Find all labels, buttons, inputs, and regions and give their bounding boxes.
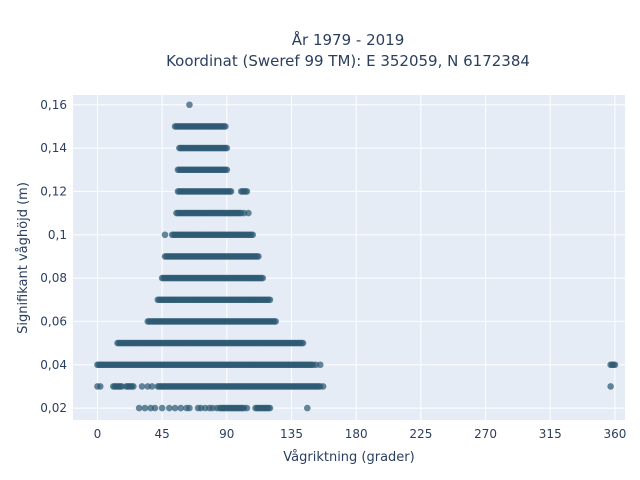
x-tick-label: 270 bbox=[474, 427, 497, 441]
data-point bbox=[166, 404, 173, 412]
x-tick-label: 45 bbox=[154, 427, 169, 441]
x-tick-label: 0 bbox=[94, 427, 102, 441]
data-point bbox=[222, 123, 229, 130]
plot-area bbox=[73, 95, 625, 420]
data-point bbox=[611, 361, 619, 369]
data-point bbox=[186, 404, 193, 412]
data-point bbox=[319, 383, 327, 390]
data-point bbox=[177, 404, 185, 412]
data-point bbox=[151, 404, 159, 412]
data-point bbox=[141, 404, 149, 412]
data-point bbox=[266, 404, 274, 412]
data-point bbox=[161, 231, 169, 239]
data-point bbox=[607, 383, 614, 390]
data-point bbox=[158, 404, 166, 412]
x-tick-label: 180 bbox=[345, 427, 368, 441]
data-point bbox=[223, 144, 231, 152]
data-point bbox=[135, 404, 143, 412]
data-point bbox=[299, 339, 307, 347]
y-tick-label: 0,08 bbox=[40, 271, 67, 285]
y-tick-label: 0,04 bbox=[40, 358, 67, 372]
y-tick-label: 0,1 bbox=[48, 228, 67, 242]
data-points bbox=[94, 101, 619, 412]
y-tick-label: 0,02 bbox=[40, 401, 67, 415]
data-point bbox=[130, 383, 137, 390]
x-tick-label: 360 bbox=[603, 427, 626, 441]
x-tick-label: 90 bbox=[219, 427, 234, 441]
data-point bbox=[227, 188, 235, 195]
x-tick-label: 225 bbox=[409, 427, 432, 441]
data-point bbox=[186, 101, 193, 109]
data-point bbox=[138, 383, 146, 390]
x-axis-label: Vågriktning (grader) bbox=[283, 450, 414, 465]
data-point bbox=[272, 318, 279, 325]
tick-labels: 0 45 90 135 180 225 270 315 360 0,02 0,04 0,06 0,08 0… bbox=[40, 98, 626, 441]
chart-title-line2: Koordinat (Sweref 99 TM): E 352059, N 61… bbox=[166, 52, 530, 70]
data-point bbox=[266, 296, 274, 304]
y-tick-label: 0,06 bbox=[40, 314, 67, 328]
data-point bbox=[245, 209, 252, 217]
data-point bbox=[243, 404, 251, 412]
y-tick-label: 0,12 bbox=[40, 184, 67, 198]
y-tick-label: 0,14 bbox=[40, 141, 67, 155]
data-point bbox=[97, 383, 104, 390]
data-point bbox=[259, 274, 267, 282]
y-axis-label: Signifikant våghöjd (m) bbox=[16, 182, 31, 334]
data-point bbox=[249, 231, 256, 239]
data-point bbox=[171, 404, 179, 412]
data-point bbox=[255, 253, 262, 260]
data-point bbox=[304, 404, 311, 412]
y-tick-label: 0,16 bbox=[40, 98, 67, 112]
chart-title-line1: År 1979 - 2019 bbox=[292, 30, 405, 49]
data-point bbox=[223, 166, 231, 174]
data-point bbox=[316, 361, 324, 369]
x-tick-label: 135 bbox=[280, 427, 303, 441]
x-tick-label: 315 bbox=[539, 427, 562, 441]
data-point bbox=[243, 188, 251, 195]
data-point bbox=[148, 383, 156, 390]
